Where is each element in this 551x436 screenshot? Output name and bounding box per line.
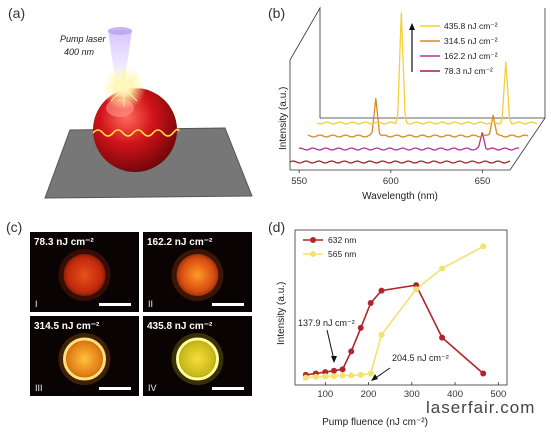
threshold-arrowhead-565 <box>371 374 378 381</box>
fluence-data-point <box>339 366 346 373</box>
panel-b: (b) 550 600 650 Wavelength (nm) Intensity … <box>268 5 546 202</box>
pump-wavelength-label: 400 nm <box>64 47 95 57</box>
fluence-data-point <box>413 282 420 289</box>
pump-laser-label: Pump laser <box>60 34 107 44</box>
emission-spot <box>63 338 106 380</box>
legend-label: 435.8 nJ cm⁻² <box>444 21 498 31</box>
fluence-data-point <box>330 373 337 380</box>
fluence-data-point <box>339 372 346 379</box>
sparkle-rays <box>106 70 142 106</box>
spectrum-trace <box>289 160 511 164</box>
scale-bar <box>212 387 244 390</box>
fluence-legend-marker <box>310 251 316 257</box>
fluence-data-point <box>439 334 446 341</box>
fluence-data-point <box>378 331 385 338</box>
fluence-data-point <box>330 367 337 374</box>
scale-bar <box>99 303 131 306</box>
fluence-data-point <box>312 373 319 380</box>
fluence-data-point <box>322 373 329 380</box>
fluence-data-point <box>439 265 446 272</box>
tile-fluence-label: 78.3 nJ cm⁻² <box>34 237 94 248</box>
emission-spot <box>63 254 106 296</box>
emission-tile: 435.8 nJ cm⁻² IV <box>143 316 252 396</box>
fluence-series <box>302 243 487 381</box>
spectra-depth-axis <box>509 117 546 171</box>
fluence-tick-label: 500 <box>490 389 506 400</box>
fluence-data-point <box>378 287 385 294</box>
fluence-tick-label: 300 <box>404 389 420 400</box>
fluence-legend: 632 nm 565 nm <box>303 235 356 259</box>
fluence-data-point <box>480 243 487 250</box>
legend-label: 162.2 nJ cm⁻² <box>444 51 498 61</box>
emission-spot <box>176 338 219 380</box>
threshold-arrowhead-632 <box>331 356 337 363</box>
emission-spot <box>176 254 219 296</box>
emission-image-grid: 78.3 nJ cm⁻² I 162.2 nJ cm⁻² II 314.5 nJ cm⁻… <box>30 232 252 396</box>
tile-fluence-label: 162.2 nJ cm⁻² <box>147 237 213 248</box>
spectra-traces <box>289 12 538 164</box>
tile-index-label: I <box>35 299 38 309</box>
panel-c-letter: (c) <box>6 219 22 235</box>
fluence-tick-label: 400 <box>447 389 463 400</box>
threshold-arrow-632 <box>326 329 335 361</box>
threshold-annotation-565: 204.5 nJ cm⁻² <box>392 353 449 363</box>
scale-bar <box>99 387 131 390</box>
panel-b-letter: (b) <box>268 5 285 21</box>
fluence-data-point <box>322 369 329 376</box>
spectrum-trace <box>298 132 520 151</box>
fluence-y-axis-title: Intensity (a.u.) <box>276 282 287 345</box>
fluence-legend-marker <box>310 237 316 243</box>
spectra-back-frame <box>289 6 321 170</box>
fluence-data-point <box>367 300 374 307</box>
watermark: laserfair.com <box>426 398 535 417</box>
tile-fluence-label: 314.5 nJ cm⁻² <box>34 321 100 332</box>
spectra-x-ticks: 550 600 650 <box>291 170 490 187</box>
laser-beam-top <box>108 27 132 35</box>
emission-ring <box>176 337 219 381</box>
fluence-data-point <box>367 370 374 377</box>
spectra-y-axis-title: Intensity (a.u.) <box>278 87 289 150</box>
legend-label: 78.3 nJ cm⁻² <box>444 66 493 76</box>
tile-index-label: II <box>148 299 153 309</box>
tile-index-label: IV <box>148 383 157 393</box>
fluence-legend-label: 565 nm <box>328 249 356 259</box>
spectra-tick-label: 550 <box>291 176 307 187</box>
threshold-annotation-632: 137.9 nJ cm⁻² <box>298 318 355 328</box>
fluence-data-point <box>357 371 364 378</box>
panel-c: (c) 78.3 nJ cm⁻² I 162.2 nJ cm⁻² II 314.5 nJ… <box>6 219 252 396</box>
fluence-data-point <box>413 286 420 293</box>
spectrum-trace <box>316 12 538 125</box>
fluence-tick-label: 100 <box>317 389 333 400</box>
fluence-data-point <box>348 348 355 355</box>
fluence-plot-frame <box>294 229 508 386</box>
emission-tile: 162.2 nJ cm⁻² II <box>143 232 252 312</box>
spectra-tick-label: 650 <box>475 176 491 187</box>
panel-d: (d) 100 200 300 400 500 632 nm 565 nm Pump fl… <box>268 219 508 428</box>
spectra-legend: 435.8 nJ cm⁻² 314.5 nJ cm⁻² 162.2 nJ cm⁻² 7… <box>409 21 498 76</box>
tile-index-label: III <box>35 383 43 393</box>
fluence-x-axis-title: Pump fluence (nJ cm⁻²) <box>322 417 428 428</box>
spectrum-trace <box>307 98 529 138</box>
scale-bar <box>212 303 244 306</box>
panel-d-letter: (d) <box>268 219 285 235</box>
spectra-tick-label: 600 <box>383 176 399 187</box>
panel-a: (a) Pump laser 400 nm <box>8 5 253 199</box>
legend-increase-arrow <box>409 23 415 30</box>
fluence-data-point <box>357 324 364 331</box>
emission-tile: 314.5 nJ cm⁻² III <box>30 316 139 396</box>
fluence-x-ticks: 100 200 300 400 500 <box>317 382 506 400</box>
whispering-gallery-mode <box>92 128 180 137</box>
legend-label: 314.5 nJ cm⁻² <box>444 36 498 46</box>
emission-ring <box>63 337 106 381</box>
emission-tile: 78.3 nJ cm⁻² I <box>30 232 139 312</box>
fluence-data-point <box>480 370 487 377</box>
fluence-tick-label: 200 <box>361 389 377 400</box>
panel-a-letter: (a) <box>8 5 25 21</box>
fluence-data-point <box>302 374 309 381</box>
fluence-data-point <box>348 372 355 379</box>
spectra-x-axis-title: Wavelength (nm) <box>362 191 438 202</box>
fluence-legend-label: 632 nm <box>328 235 356 245</box>
tile-fluence-label: 435.8 nJ cm⁻² <box>147 321 213 332</box>
